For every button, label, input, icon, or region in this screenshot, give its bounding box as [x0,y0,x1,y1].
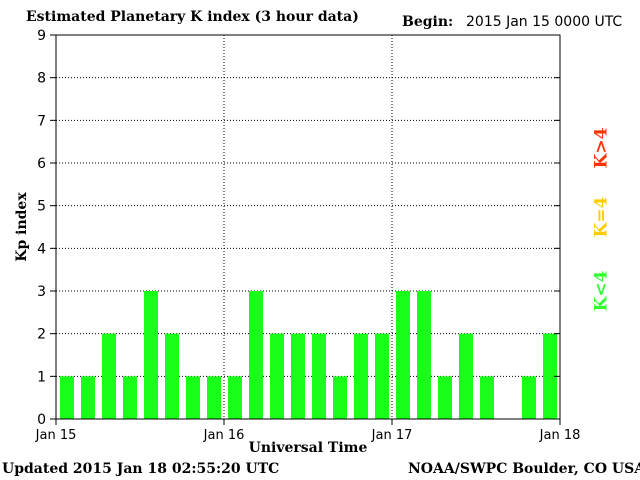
y-tick-label-9: 9 [37,28,46,44]
begin-label: Begin: [402,14,454,30]
kp-bar-9 [249,291,263,419]
kp-bar-22 [522,376,536,419]
x-tick-label-2: Jan 17 [371,428,413,443]
y-axis-label: Kp index [14,192,30,262]
x-tick-label-0: Jan 15 [35,428,77,443]
legend-above-4: K>4 [590,127,611,169]
legend-below-4: K<4 [590,270,611,312]
credit-text: NOAA/SWPC Boulder, CO USA [408,461,640,477]
y-tick-label-8: 8 [37,71,46,87]
kp-bar-11 [291,333,305,419]
plot-frame [55,34,561,420]
kp-bar-14 [354,333,368,419]
kp-bar-6 [186,376,200,419]
kp-bar-18 [438,376,452,419]
y-tick-label-1: 1 [37,369,46,385]
kp-bar-10 [270,333,284,419]
kp-bar-1 [81,376,95,419]
kp-bar-7 [207,376,221,419]
kp-bar-15 [375,333,389,419]
kp-bar-17 [417,291,431,419]
y-tick-label-0: 0 [37,412,46,428]
y-tick-label-2: 2 [37,327,46,343]
x-tick-label-1: Jan 16 [203,428,245,443]
y-tick-label-4: 4 [37,241,46,257]
kp-bar-8 [228,376,242,419]
x-axis-label: Universal Time [249,440,368,456]
chart-title: Estimated Planetary K index (3 hour data… [26,9,359,25]
kp-bar-20 [480,376,494,419]
y-tick-label-7: 7 [37,113,46,129]
kp-bar-23 [543,333,557,419]
begin-value: 2015 Jan 15 0000 UTC [466,14,623,30]
kp-bar-5 [165,333,179,419]
kp-bar-19 [459,333,473,419]
y-tick-label-6: 6 [37,156,46,172]
kp-bar-3 [123,376,137,419]
y-tick-label-5: 5 [37,199,46,215]
kp-bar-13 [333,376,347,419]
y-tick-label-3: 3 [37,284,46,300]
updated-timestamp: Updated 2015 Jan 18 02:55:20 UTC [2,461,280,477]
kp-bar-4 [144,291,158,419]
kp-bar-12 [312,333,326,419]
kp-bar-2 [102,333,116,419]
x-tick-label-3: Jan 18 [539,428,581,443]
legend-equal-4: K=4 [590,196,611,238]
kp-bar-16 [396,291,410,419]
kp-bar-0 [60,376,74,419]
